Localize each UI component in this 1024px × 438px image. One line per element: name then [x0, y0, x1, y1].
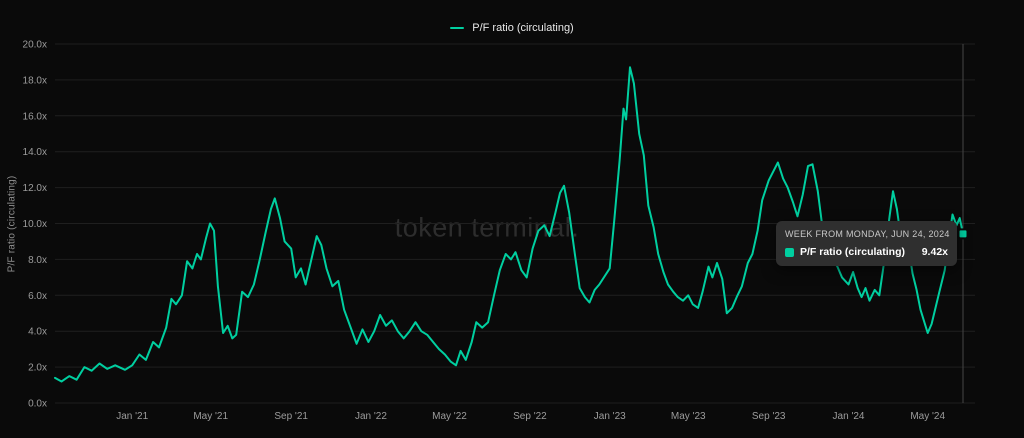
y-tick-label: 12.0x: [23, 183, 47, 194]
y-tick-label: 6.0x: [28, 291, 47, 302]
x-tick-label: Sep '22: [513, 411, 547, 422]
x-tick-label: Jan '21: [116, 411, 148, 422]
y-tick-label: 2.0x: [28, 363, 47, 374]
legend-item[interactable]: P/F ratio (circulating): [0, 22, 1024, 34]
x-tick-label: Jan '24: [833, 411, 865, 422]
y-axis-title: P/F ratio (circulating): [6, 175, 18, 273]
x-tick-label: Jan '22: [355, 411, 387, 422]
tooltip-series-row: P/F ratio (circulating) 9.42x: [785, 246, 948, 258]
tooltip-value: 9.42x: [921, 246, 948, 258]
x-tick-label: May '24: [910, 411, 945, 422]
x-tick-label: Sep '23: [752, 411, 786, 422]
y-tick-label: 16.0x: [23, 111, 47, 122]
x-tick-label: May '22: [432, 411, 467, 422]
y-tick-label: 10.0x: [23, 219, 47, 230]
tooltip-series-label: P/F ratio (circulating): [800, 246, 906, 258]
series-swatch-icon: [785, 247, 794, 257]
tooltip: WEEK FROM MONDAY, JUN 24, 2024 P/F ratio…: [776, 221, 957, 266]
tooltip-date: WEEK FROM MONDAY, JUN 24, 2024: [785, 229, 950, 239]
x-tick-label: May '23: [671, 411, 706, 422]
y-tick-label: 20.0x: [23, 40, 47, 51]
x-tick-label: Sep '21: [274, 411, 308, 422]
y-tick-label: 4.0x: [28, 327, 47, 338]
y-tick-label: 8.0x: [28, 255, 47, 266]
series-line: [54, 66, 964, 383]
x-tick-label: May '21: [193, 411, 228, 422]
y-tick-label: 0.0x: [28, 399, 47, 410]
legend-label: P/F ratio (circulating): [472, 22, 574, 34]
highlight-marker: [957, 228, 969, 240]
y-tick-label: 14.0x: [23, 147, 47, 158]
x-tick-label: Jan '23: [594, 411, 626, 422]
y-tick-label: 18.0x: [23, 75, 47, 86]
legend-line-icon: [450, 27, 465, 29]
